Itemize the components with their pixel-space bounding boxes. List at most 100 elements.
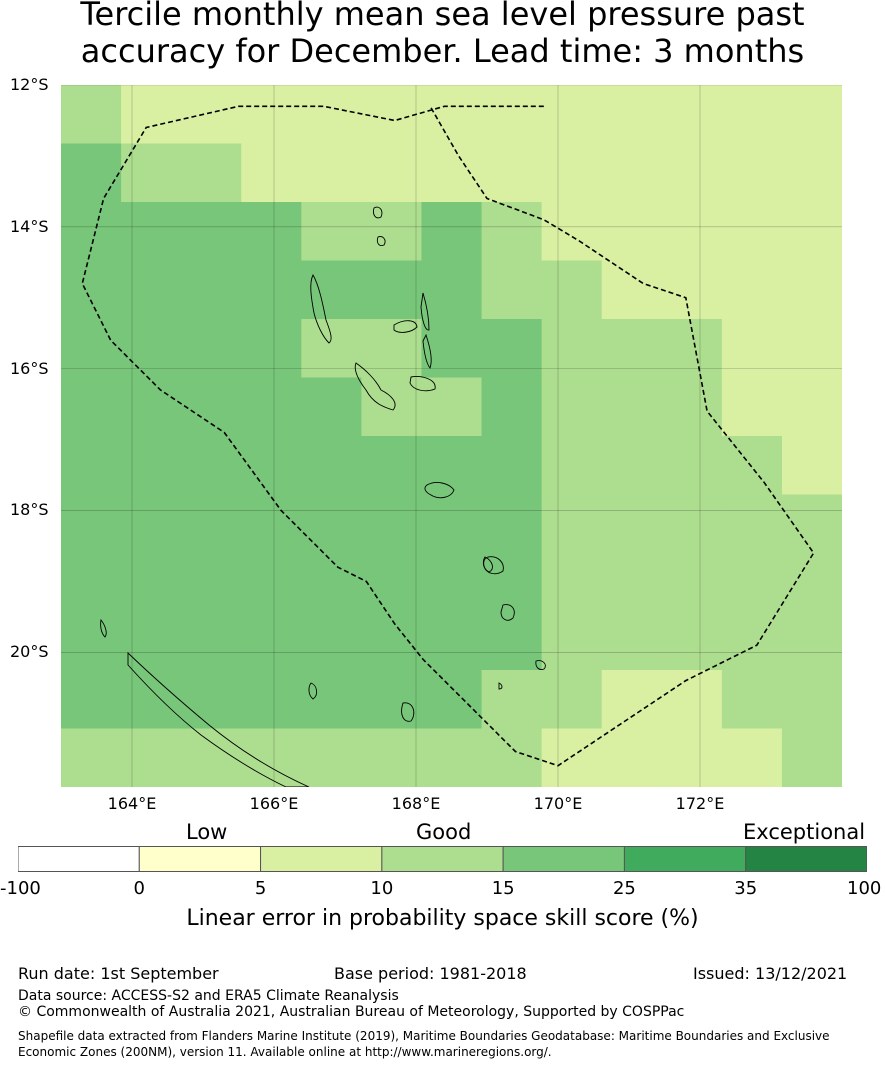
skill-cell <box>661 260 723 320</box>
colorbar-tick-label: 25 <box>612 878 636 899</box>
colorbar-tick-label: 5 <box>254 878 267 899</box>
skill-cell <box>361 319 423 379</box>
skill-cell <box>661 553 723 613</box>
skill-cell <box>61 553 122 613</box>
skill-cell <box>301 377 362 437</box>
skill-cell <box>61 143 122 203</box>
skill-cell <box>181 553 242 613</box>
skill-cell <box>121 319 182 379</box>
map-gridlines <box>61 85 842 787</box>
skill-cell <box>421 85 483 145</box>
skill-cell <box>181 143 242 203</box>
skill-cell <box>121 728 182 787</box>
skill-cell <box>721 260 783 320</box>
skill-cell <box>541 319 603 379</box>
skill-cell <box>781 260 842 320</box>
ambrym-island <box>409 376 436 392</box>
skill-cell <box>241 436 302 496</box>
colorbar-bin <box>623 846 747 872</box>
skill-cell <box>721 143 783 203</box>
skill-cell <box>781 728 842 787</box>
skill-cell <box>301 728 362 787</box>
skill-cell <box>181 377 242 437</box>
skill-cell <box>61 611 122 671</box>
skill-cell <box>181 319 242 379</box>
skill-cell <box>601 436 663 496</box>
skill-cell <box>781 670 842 730</box>
skill-cell <box>361 553 423 613</box>
skill-cell <box>541 728 603 787</box>
skill-cell <box>781 85 842 145</box>
skill-cell <box>481 611 543 671</box>
colorbar-tick-label: 15 <box>491 878 515 899</box>
y-tick-label: 16°S <box>10 358 49 378</box>
skill-cell <box>61 85 122 145</box>
skill-cell <box>721 85 783 145</box>
data-source: Data source: ACCESS-S2 and ERA5 Climate … <box>18 988 399 1004</box>
skill-cells <box>61 85 842 787</box>
skill-cell <box>241 143 302 203</box>
title-line-2: accuracy for December. Lead time: 3 mont… <box>80 32 805 70</box>
skill-cell <box>301 85 362 145</box>
skill-cell <box>541 377 603 437</box>
skill-cell <box>181 436 242 496</box>
x-tick-label: 172°E <box>675 794 725 813</box>
skill-cell <box>541 202 603 262</box>
skill-cell <box>721 377 783 437</box>
colorbar-tick-label: 0 <box>133 878 146 899</box>
y-tick-label: 14°S <box>10 216 49 236</box>
skill-cell <box>61 670 122 730</box>
skill-cell <box>361 143 423 203</box>
skill-cell <box>721 436 783 496</box>
pentecost-island <box>422 333 432 369</box>
skill-cell <box>601 553 663 613</box>
skill-cell <box>181 728 242 787</box>
ouvea-island <box>308 682 318 700</box>
new-caledonia-mainland <box>127 651 310 787</box>
skill-cell <box>781 143 842 203</box>
coastlines <box>100 206 546 787</box>
colorbar-bin <box>260 846 383 872</box>
category-exceptional: Exceptional <box>743 820 866 844</box>
skill-cell <box>241 611 302 671</box>
skill-cell <box>121 202 182 262</box>
skill-cell <box>541 143 603 203</box>
skill-cell <box>721 494 783 554</box>
skill-cell <box>121 436 182 496</box>
skill-cell <box>361 494 423 554</box>
skill-cell <box>61 494 122 554</box>
skill-cell <box>601 85 663 145</box>
skill-cell <box>601 670 663 730</box>
skill-cell <box>601 611 663 671</box>
skill-cell <box>301 319 362 379</box>
category-low: Low <box>186 820 228 844</box>
colorbar-bin <box>502 846 625 872</box>
skill-cell <box>481 319 543 379</box>
skill-cell <box>241 494 302 554</box>
skill-cell <box>421 553 483 613</box>
issued-date: Issued: 13/12/2021 <box>693 964 848 983</box>
skill-cell <box>721 319 783 379</box>
skill-cell <box>601 260 663 320</box>
skill-cell <box>661 728 723 787</box>
colorbar-tick-label: 100 <box>847 878 882 899</box>
skill-cell <box>721 670 783 730</box>
skill-cell <box>181 670 242 730</box>
skill-cell <box>121 670 182 730</box>
skill-cell <box>601 494 663 554</box>
skill-cell <box>61 260 122 320</box>
skill-cell <box>541 670 603 730</box>
skill-cell <box>661 436 723 496</box>
espiritu-santo-island <box>310 274 332 344</box>
shapefile-note: Shapefile data extracted from Flanders M… <box>18 1029 830 1059</box>
skill-cell <box>661 494 723 554</box>
skill-cell <box>61 377 122 437</box>
skill-cell <box>181 494 242 554</box>
run-date: Run date: 1st September <box>18 964 219 983</box>
skill-cell <box>541 85 603 145</box>
y-tick-label: 12°S <box>10 75 49 94</box>
title-line-1: Tercile monthly mean sea level pressure … <box>80 0 805 33</box>
skill-cell <box>721 611 783 671</box>
skill-cell <box>601 143 663 203</box>
skill-cell <box>421 436 483 496</box>
